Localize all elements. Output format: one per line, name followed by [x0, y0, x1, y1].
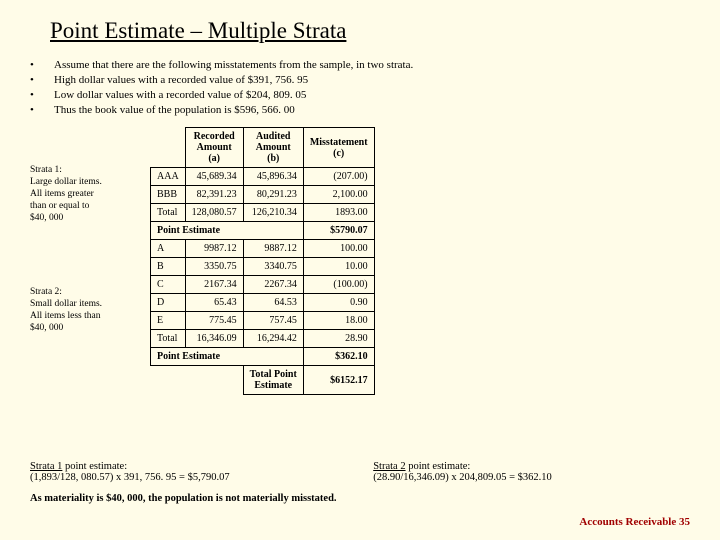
data-table: RecordedAmount(a) AuditedAmount(b) Misst…: [150, 127, 375, 395]
table-row: A9987.129887.12100.00: [151, 240, 375, 258]
col-recorded: RecordedAmount(a): [185, 128, 243, 168]
bullet-item: Thus the book value of the population is…: [54, 103, 295, 118]
fn2-head: Strata 2: [373, 461, 405, 472]
point-estimate-row: Point Estimate$362.10: [151, 348, 375, 366]
table-row: E775.45757.4518.00: [151, 312, 375, 330]
fn1-head: Strata 1: [30, 461, 62, 472]
table-row: Total16,346.0916,294.4228.90: [151, 330, 375, 348]
fn2-calc: (28.90/16,346.09) x 204,809.05 = $362.10: [373, 472, 552, 483]
table-row: B3350.753340.7510.00: [151, 258, 375, 276]
table-row: AAA45,689.3445,896.34(207.00): [151, 168, 375, 186]
table-row: D65.4364.530.90: [151, 294, 375, 312]
bullet-list: •Assume that there are the following mis…: [30, 58, 690, 117]
table-row: C2167.342267.34(100.00): [151, 276, 375, 294]
page-footer: Accounts Receivable 35: [579, 516, 690, 528]
fn1-calc: (1,893/128, 080.57) x 391, 756. 95 = $5,…: [30, 472, 230, 483]
total-point-estimate-row: Total PointEstimate $6152.17: [151, 366, 375, 395]
footnotes: Strata 1 point estimate: (1,893/128, 080…: [30, 461, 690, 504]
bullet-item: Low dollar values with a recorded value …: [54, 88, 306, 103]
materiality-note: As materiality is $40, 000, the populati…: [30, 493, 690, 504]
bullet-item: High dollar values with a recorded value…: [54, 73, 308, 88]
col-audited: AuditedAmount(b): [243, 128, 303, 168]
table-row: BBB82,391.2380,291.232,100.00: [151, 186, 375, 204]
col-miss: Misstatement(c): [303, 128, 374, 168]
bullet-item: Assume that there are the following miss…: [54, 58, 413, 73]
strata2-label: Strata 2:Small dollar items.All items le…: [30, 287, 135, 335]
strata1-label: Strata 1:Large dollar items.All items gr…: [30, 165, 135, 224]
point-estimate-row: Point Estimate$5790.07: [151, 222, 375, 240]
table-row: Total128,080.57126,210.341893.00: [151, 204, 375, 222]
page-title: Point Estimate – Multiple Strata: [50, 18, 690, 44]
